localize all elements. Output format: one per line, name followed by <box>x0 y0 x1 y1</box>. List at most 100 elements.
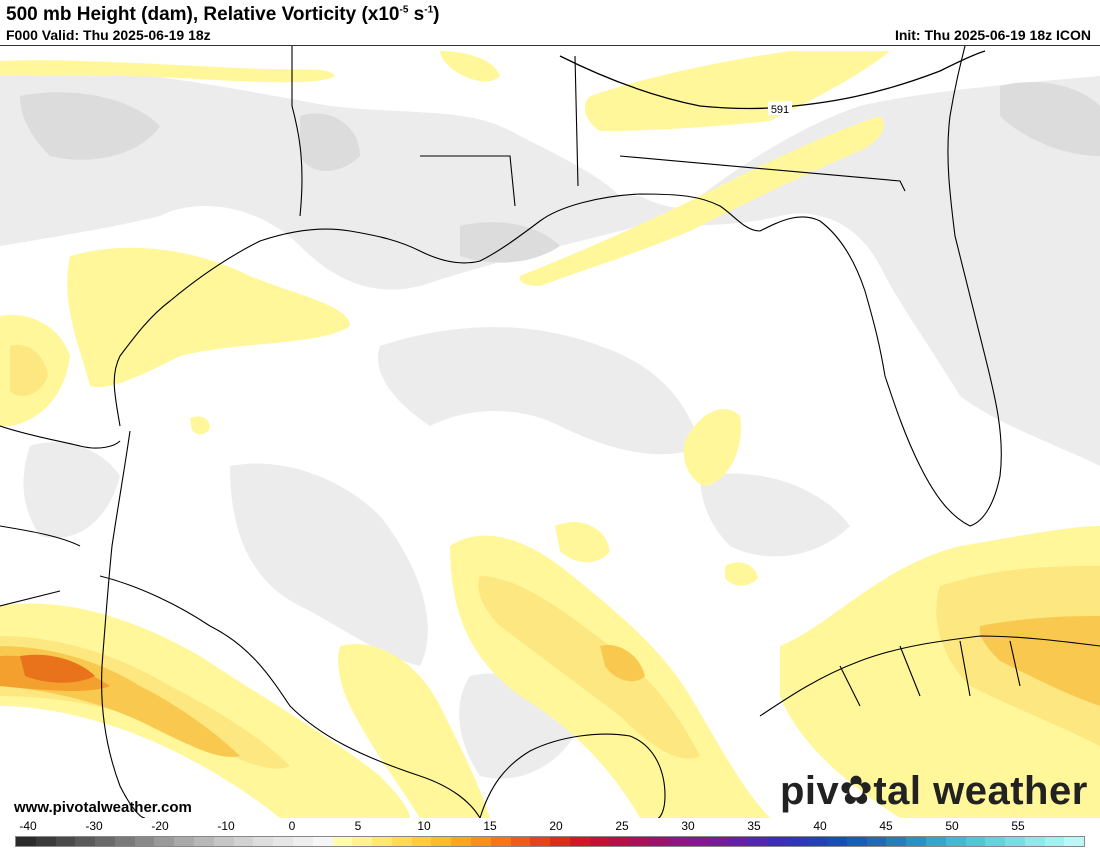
colorbar-swatch <box>1044 837 1065 846</box>
colorbar <box>15 836 1085 847</box>
colorbar-tick-label: 15 <box>483 819 497 833</box>
colorbar-swatch <box>16 837 36 846</box>
gray-core-2 <box>300 113 360 171</box>
gray-core-4 <box>1000 82 1100 156</box>
orange-dot-central <box>600 645 645 682</box>
yellow-band-texas <box>67 247 351 387</box>
colorbar-swatch <box>767 837 788 846</box>
colorbar-swatch <box>530 837 551 846</box>
colorbar-swatch <box>668 837 689 846</box>
colorbar-ticks: -40 -30 -20 -10 0 5 10 15 20 25 30 35 40 45 50 55 <box>0 819 1100 835</box>
colorbar-tick-label: 5 <box>354 819 362 833</box>
gray-blob-east <box>700 473 850 557</box>
colorbar-swatch <box>312 837 333 846</box>
yucatan-coastline <box>479 733 666 818</box>
us-mexico-border <box>0 425 121 449</box>
colorbar-swatch <box>985 837 1006 846</box>
colorbar-tick-label: 40 <box>813 819 827 833</box>
texas-louisiana-border <box>291 46 303 217</box>
colorbar-swatch <box>1064 837 1085 846</box>
pivotal-weather-logo: piv✿tal weather <box>780 768 1088 814</box>
yellow-band-northeast <box>584 51 890 131</box>
colorbar-swatch <box>273 837 293 846</box>
colorbar-swatch <box>154 837 175 846</box>
brand-right: tal weather <box>873 769 1088 813</box>
yellow-band-south <box>338 644 490 818</box>
colorbar-swatch <box>1024 837 1045 846</box>
colorbar-swatch <box>787 837 808 846</box>
colorbar-swatch <box>807 837 828 846</box>
colorbar-swatch <box>747 837 768 846</box>
yellow-blob-top <box>440 51 500 82</box>
contour-label: 591 <box>771 104 789 116</box>
colorbar-swatch <box>688 837 709 846</box>
colorbar-swatch <box>550 837 570 846</box>
colorbar-swatch <box>925 837 946 846</box>
colorbar-swatch <box>75 837 96 846</box>
title-main: 500 mb Height (dam), Relative Vorticity … <box>6 4 400 25</box>
colorbar-swatch <box>114 837 135 846</box>
colorbar-tick-label: -10 <box>217 819 235 833</box>
louisiana-mississippi-border <box>420 155 516 207</box>
yellow-blob-central <box>683 409 741 486</box>
colorbar-swatch <box>35 837 56 846</box>
colorbar-swatch <box>1005 837 1025 846</box>
vorticity-map: 591 <box>0 46 1100 818</box>
colorbar-swatch <box>451 837 471 846</box>
colorbar-swatch <box>372 837 392 846</box>
colorbar-swatch <box>174 837 195 846</box>
gray-core-1 <box>20 92 160 160</box>
colorbar-swatch <box>332 837 353 846</box>
gulf-coastline <box>113 46 1002 527</box>
colorbar-swatch <box>649 837 669 846</box>
colorbar-swatch <box>866 837 887 846</box>
website-url[interactable]: www.pivotalweather.com <box>14 799 192 816</box>
colorbar-swatch <box>411 837 432 846</box>
map-panel[interactable]: 591 <box>0 45 1100 818</box>
colorbar-swatch <box>95 837 115 846</box>
colorbar-tick-label: 10 <box>417 819 431 833</box>
mexico-coastline <box>101 430 146 818</box>
orange-caribbean <box>979 616 1100 706</box>
colorbar-swatch <box>490 837 511 846</box>
colorbar-swatch <box>391 837 412 846</box>
colorbar-swatch <box>292 837 313 846</box>
yellow-band-gulf-coast <box>519 116 884 286</box>
colorbar-swatch <box>510 837 531 846</box>
yellow2-south-central <box>478 576 700 759</box>
colorbar-swatch <box>708 837 729 846</box>
colorbar-swatch <box>728 837 748 846</box>
yellow-strip-top-left <box>0 60 335 83</box>
title-exponent-1: -5 <box>399 4 409 16</box>
colorbar-tick-label: 50 <box>945 819 959 833</box>
colorbar-tick-label: 45 <box>879 819 893 833</box>
colorbar-swatch <box>945 837 966 846</box>
colorbar-swatch <box>569 837 590 846</box>
colorbar-swatch <box>194 837 214 846</box>
colorbar-tick-label: 30 <box>681 819 695 833</box>
colorbar-swatch <box>589 837 610 846</box>
colorbar-swatch <box>352 837 373 846</box>
colorbar-swatch <box>965 837 986 846</box>
colorbar-swatch <box>253 837 274 846</box>
colorbar-swatch <box>629 837 649 846</box>
colorbar-swatch <box>906 837 926 846</box>
contour-label-background <box>768 101 792 115</box>
caribbean-borders <box>839 640 1021 707</box>
colorbar-swatch <box>134 837 155 846</box>
yellow-dot-2 <box>725 562 758 586</box>
coastlines <box>0 46 1100 818</box>
mexico-interior-border <box>99 575 481 818</box>
gray-blob-mexico <box>23 442 120 538</box>
brand-left: piv <box>780 769 840 813</box>
colorbar-tick-label: 20 <box>549 819 563 833</box>
red-orange-core <box>20 654 95 683</box>
gear-icon: ✿ <box>839 769 874 813</box>
cuba-coastline <box>759 635 1100 717</box>
colorbar-tick-label: 35 <box>747 819 761 833</box>
gray-blob-central <box>378 327 700 455</box>
colorbar-swatch <box>827 837 847 846</box>
alabama-florida-border <box>619 155 906 192</box>
colorbar-swatch <box>609 837 630 846</box>
colorbar-tick-label: -40 <box>19 819 37 833</box>
